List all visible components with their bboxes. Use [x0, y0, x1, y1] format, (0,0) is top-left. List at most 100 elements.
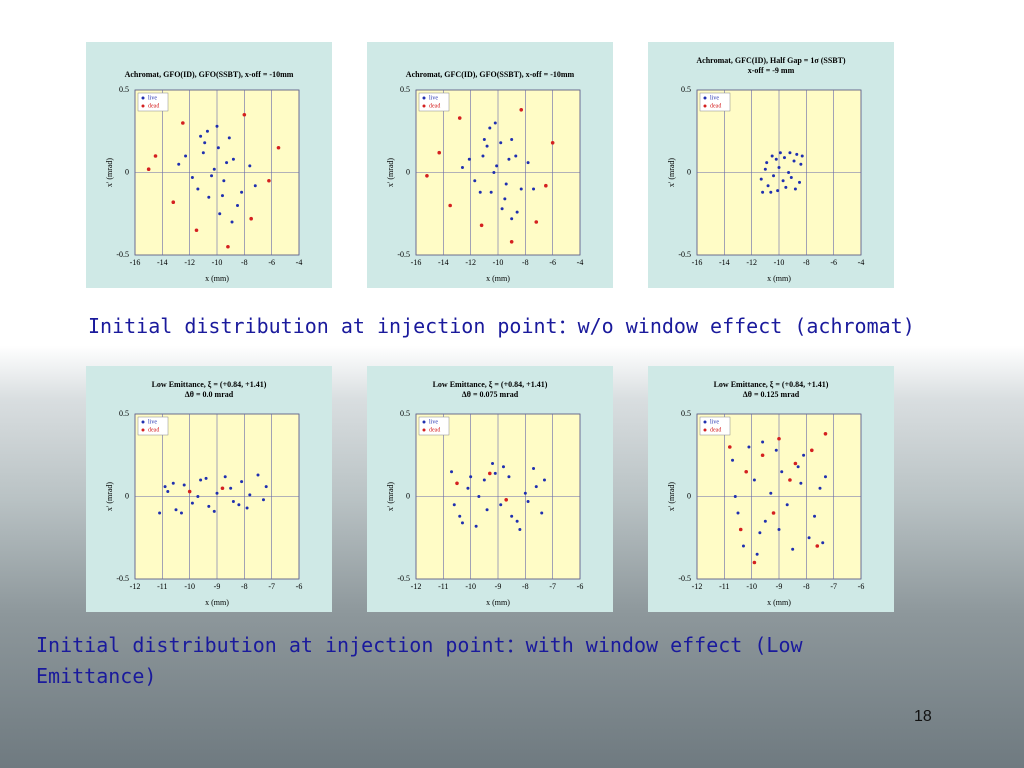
x-tick-label: -8	[241, 582, 248, 591]
x-tick-label: -9	[214, 582, 221, 591]
x-tick-label: -12	[184, 258, 195, 267]
point	[789, 175, 793, 179]
point	[777, 528, 781, 531]
point	[532, 466, 536, 470]
point	[187, 489, 192, 494]
x-tick-label: -7	[830, 582, 837, 591]
point	[248, 164, 252, 168]
legend-marker	[141, 420, 145, 424]
point	[504, 498, 508, 502]
x-tick-label: -16	[411, 258, 422, 267]
point	[201, 151, 205, 155]
x-tick-label: -11	[157, 582, 167, 591]
point	[240, 480, 244, 484]
point	[249, 216, 253, 221]
legend-label: live	[429, 419, 438, 425]
point	[276, 145, 281, 150]
point	[728, 445, 732, 449]
point	[212, 509, 216, 513]
legend-label: dead	[148, 103, 159, 109]
legend-label: live	[710, 419, 719, 425]
point	[731, 458, 735, 462]
point	[460, 521, 464, 525]
point	[237, 503, 241, 507]
chart: Achromat, GFC(ID), GFO(SSBT), x-off = -1…	[367, 42, 613, 288]
point	[736, 511, 740, 515]
legend-marker	[703, 104, 707, 108]
y-tick-label: 0.5	[119, 409, 129, 418]
point	[199, 478, 203, 482]
point	[210, 174, 214, 178]
point	[766, 184, 770, 188]
point	[821, 541, 825, 545]
point	[478, 190, 482, 194]
chart-subtitle: Δθ = 0.125 mrad	[743, 390, 800, 399]
point	[264, 485, 268, 489]
point	[492, 171, 496, 174]
y-tick-label: 0	[125, 491, 129, 500]
y-tick-label: 0	[125, 167, 129, 176]
point	[220, 486, 225, 491]
x-tick-label: -12	[692, 582, 703, 591]
point	[489, 190, 493, 194]
x-tick-label: -16	[692, 258, 703, 267]
chart-title: Achromat, GFC(ID), Half Gap = 1σ (SSBT)	[696, 56, 846, 65]
x-axis-label: x (mm)	[767, 598, 791, 607]
point	[501, 465, 505, 469]
x-axis-label: x (mm)	[205, 598, 229, 607]
point	[485, 508, 489, 512]
point	[230, 220, 234, 224]
caption: Initial distribution at injection point：…	[36, 633, 803, 688]
point	[458, 514, 462, 518]
x-tick-label: -4	[858, 258, 865, 267]
y-tick-label: 0	[687, 167, 691, 176]
y-axis-label: x' (mrad)	[386, 158, 395, 188]
point	[212, 167, 216, 171]
x-axis-label: x (mm)	[486, 598, 510, 607]
y-axis-label: x' (mrad)	[105, 482, 114, 512]
point	[158, 511, 162, 515]
chart: Achromat, GFO(ID), GFO(SSBT), x-off = -1…	[86, 42, 332, 288]
point	[532, 187, 536, 191]
point	[499, 141, 503, 145]
point	[215, 491, 219, 495]
point	[515, 519, 519, 523]
point	[479, 223, 484, 228]
point	[181, 121, 185, 125]
point	[523, 491, 527, 495]
point	[507, 475, 511, 479]
point	[752, 560, 757, 565]
point	[744, 469, 748, 474]
point	[784, 185, 788, 189]
point	[226, 244, 230, 249]
x-tick-label: -6	[830, 258, 837, 267]
point	[777, 166, 781, 170]
point	[799, 481, 803, 485]
point	[507, 157, 511, 161]
chart-subtitle: x-off = -9 mm	[748, 66, 795, 75]
y-axis-label: x' (mrad)	[667, 158, 676, 188]
point	[544, 183, 548, 188]
x-tick-label: -4	[577, 258, 584, 267]
point	[795, 152, 799, 156]
point	[510, 138, 514, 141]
x-tick-label: -4	[296, 258, 303, 267]
point	[796, 465, 800, 469]
point	[752, 478, 756, 482]
point	[747, 445, 751, 449]
point	[253, 184, 257, 188]
y-tick-label: 0.5	[400, 409, 410, 418]
point	[474, 524, 478, 528]
point	[216, 146, 220, 150]
y-tick-label: 0.5	[681, 85, 691, 94]
legend-box	[699, 416, 731, 436]
point	[550, 141, 555, 145]
point	[163, 485, 167, 489]
point	[469, 475, 473, 479]
x-tick-label: -8	[522, 582, 529, 591]
point	[769, 190, 773, 194]
point	[818, 486, 822, 490]
point	[526, 161, 530, 165]
point	[482, 478, 486, 482]
point	[261, 498, 265, 502]
